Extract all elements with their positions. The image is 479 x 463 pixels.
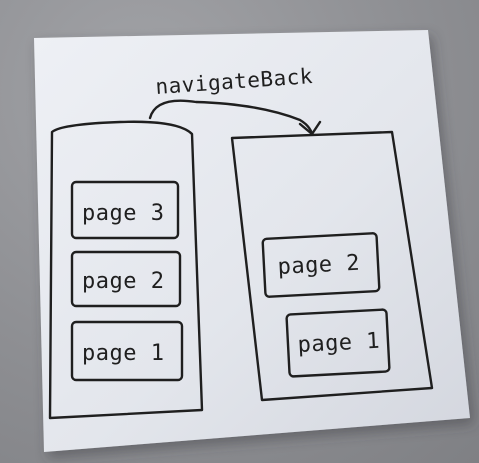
arrow-head-icon — [298, 120, 322, 136]
right-page-2-label: page 2 — [277, 251, 361, 280]
right-page-1-label: page 1 — [297, 329, 381, 358]
left-page-1-label: page 1 — [82, 341, 164, 366]
right-page-2-box — [261, 232, 381, 298]
right-stack-container — [230, 130, 434, 402]
right-page-1-box — [285, 308, 391, 378]
navigate-back-arrow — [148, 99, 314, 136]
paper-note — [34, 30, 470, 452]
left-page-2-label: page 2 — [82, 269, 164, 294]
left-page-1-box — [70, 320, 184, 382]
left-page-2-box — [70, 250, 182, 308]
left-stack-container — [48, 120, 204, 420]
left-page-3-box — [70, 180, 180, 240]
left-page-3-label: page 3 — [82, 201, 164, 226]
